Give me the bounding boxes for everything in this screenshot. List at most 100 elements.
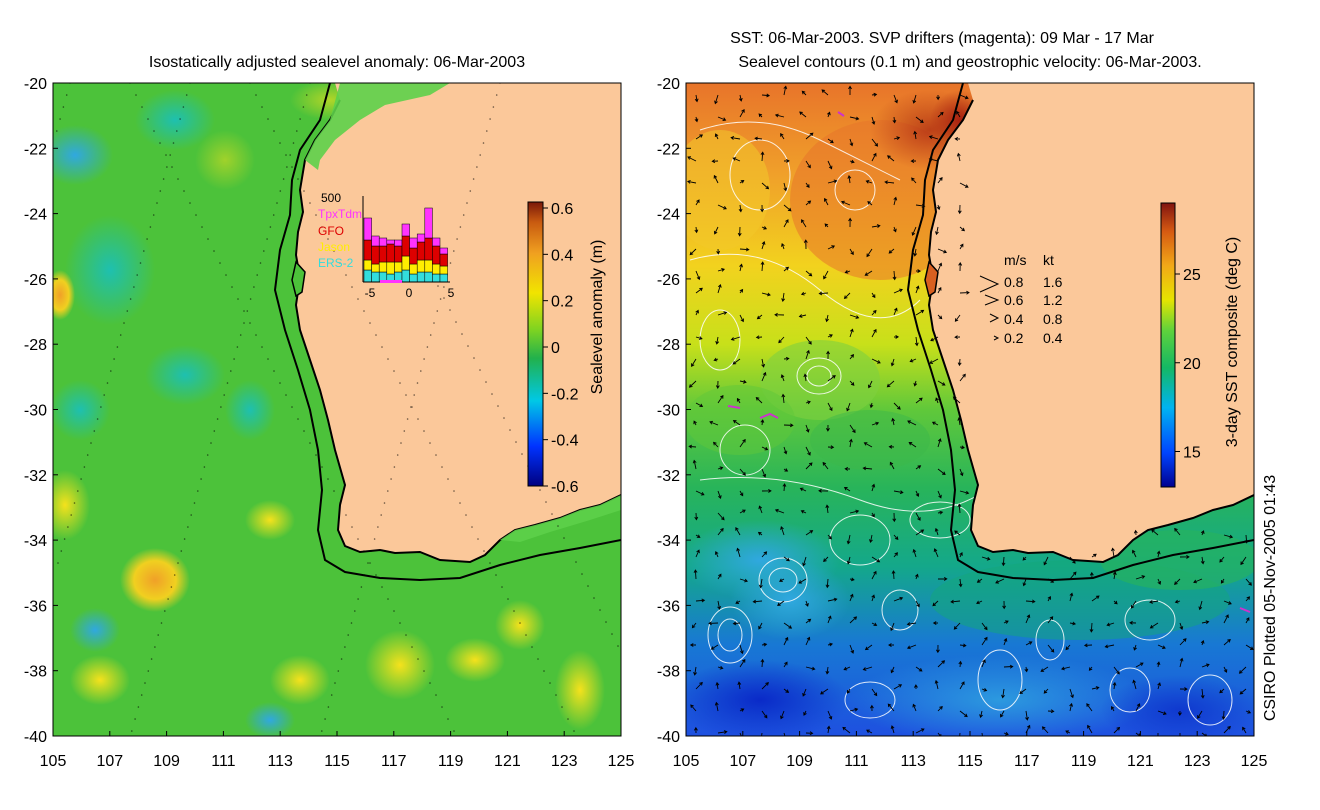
velocity-arrow (780, 526, 785, 536)
velocity-arrow (1157, 710, 1167, 715)
velocity-arrow (695, 199, 700, 206)
track-dot (334, 682, 336, 684)
velocity-arrow (981, 732, 983, 736)
velocity-arrow (1135, 703, 1141, 712)
track-dot (266, 238, 268, 240)
track-dot (133, 286, 135, 288)
track-dot (417, 658, 419, 660)
inset-bar-segment (386, 243, 395, 263)
velocity-arrow (849, 248, 854, 256)
velocity-arrow (929, 358, 939, 364)
velocity-arrow (934, 679, 939, 690)
velocity-arrow (827, 597, 838, 602)
velocity-arrow (1069, 688, 1074, 699)
track-dot (303, 430, 305, 432)
sst-title-line1: SST: 06-Mar-2003. SVP drifters (magenta)… (730, 30, 1155, 47)
track-dot (285, 154, 287, 156)
velocity-arrow (1043, 688, 1049, 694)
velocity-arrow (892, 270, 897, 281)
track-dot (230, 370, 232, 372)
track-dot (185, 94, 188, 96)
velocity-arrow (893, 307, 898, 316)
velocity-arrow (915, 490, 920, 497)
key-arrow-0.6 (984, 294, 1000, 306)
velocity-arrow (695, 402, 704, 408)
velocity-arrow (959, 732, 961, 736)
track-dot (599, 609, 601, 611)
sst-ytick-label: -30 (657, 403, 680, 420)
velocity-arrow (848, 217, 853, 228)
track-dot (237, 298, 239, 300)
velocity-arrow (1179, 733, 1181, 736)
track-dot (137, 706, 140, 708)
velocity-arrow (976, 600, 983, 605)
track-dot (143, 250, 145, 252)
velocity-arrow (1112, 571, 1117, 580)
shelf-contour-sst (906, 83, 1254, 582)
track-dot (363, 574, 366, 576)
sla-xtick-label: 119 (438, 753, 464, 770)
velocity-arrow (959, 182, 969, 188)
key-ms-0: 0.8 (1004, 274, 1024, 290)
track-dot (515, 441, 517, 443)
velocity-arrow (1193, 578, 1203, 584)
track-dot (149, 226, 152, 228)
velocity-arrow (1111, 705, 1115, 712)
track-dot (324, 718, 326, 720)
velocity-arrow (826, 725, 831, 734)
velocity-arrow (755, 335, 763, 340)
track-dot (309, 442, 311, 444)
track-dot (443, 297, 445, 299)
sst-y-axis: -20 -22 -24 -26 -28 -30 -32 -34 -36 -38 -40 (657, 76, 691, 746)
velocity-arrow (1245, 617, 1250, 624)
track-dot (327, 706, 330, 708)
track-dot (551, 513, 553, 515)
legend-tpxtdm: TpxTdm (318, 207, 362, 221)
velocity-arrow (1179, 622, 1184, 631)
velocity-arrow (1245, 578, 1252, 586)
velocity-arrow (1223, 666, 1228, 673)
velocity-arrow (1061, 666, 1071, 671)
velocity-arrow (1113, 726, 1121, 734)
velocity-arrow (846, 556, 851, 565)
inset-bar-segment (432, 263, 441, 275)
velocity-arrow (805, 270, 813, 277)
key-header-kt: kt (1043, 252, 1054, 268)
track-dot (189, 202, 191, 204)
velocity-arrow (892, 116, 897, 124)
track-dot (581, 573, 583, 575)
track-dot (383, 502, 386, 504)
velocity-arrow (1156, 550, 1161, 558)
velocity-arrow (825, 504, 830, 514)
velocity-arrow (1040, 666, 1049, 672)
velocity-arrow (717, 730, 728, 734)
sst-ytick-label: -26 (657, 272, 680, 289)
sst-panel: SST: 06-Mar-2003. SVP drifters (magenta)… (657, 30, 1268, 770)
inset-bar-segment (394, 245, 403, 263)
velocity-arrow (1003, 664, 1014, 669)
track-dot (327, 478, 329, 480)
track-dot (291, 406, 293, 408)
velocity-arrow (1179, 687, 1188, 692)
velocity-arrow (915, 397, 923, 404)
velocity-arrow (871, 309, 877, 316)
track-dot (309, 202, 311, 204)
velocity-arrow (695, 549, 700, 558)
inset-bar-segment (401, 223, 410, 237)
key-arrow-0.2 (993, 335, 1000, 341)
inset-bar-segment (416, 271, 426, 283)
velocity-arrow (957, 204, 962, 215)
inset-bar-segment (409, 273, 418, 283)
velocity-arrow (820, 688, 829, 695)
velocity-arrow (713, 174, 719, 184)
velocity-arrow (928, 157, 939, 162)
sst-ytick-label: -20 (657, 76, 680, 93)
velocity-arrow (887, 703, 895, 712)
track-dot (259, 262, 262, 264)
australia-land-sst (929, 83, 1254, 562)
velocity-arrow (959, 445, 965, 450)
track-dot (226, 382, 229, 384)
velocity-arrow (1069, 556, 1076, 564)
track-dot (375, 574, 377, 576)
velocity-arrow (1149, 600, 1159, 604)
